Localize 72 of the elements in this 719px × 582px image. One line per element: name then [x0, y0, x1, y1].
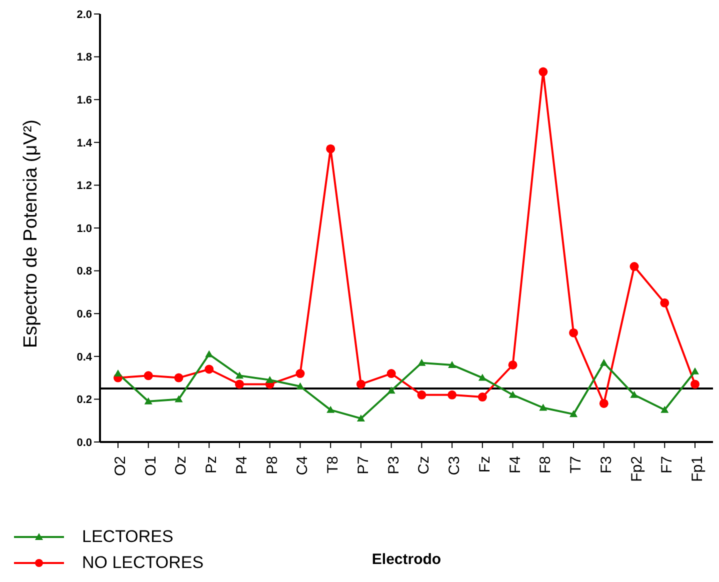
- y-tick-label: 2.0: [76, 8, 92, 21]
- point: [418, 358, 426, 366]
- point: [326, 406, 335, 413]
- point: [600, 358, 608, 366]
- y-tick-label: 1.0: [76, 222, 92, 235]
- point: [539, 404, 548, 411]
- point: [570, 410, 578, 418]
- y-tick-label: 0.2: [76, 394, 92, 406]
- x-tick-label: P4: [233, 456, 250, 474]
- x-tick-label: Fz: [476, 456, 494, 473]
- point: [144, 371, 153, 380]
- point: [691, 367, 699, 374]
- y-tick-label: 0.0: [76, 436, 92, 449]
- y-tick-label: 1.6: [76, 94, 92, 107]
- x-tick-label: F4: [506, 456, 524, 474]
- point: [266, 376, 274, 383]
- x-tick-label: P3: [385, 456, 402, 474]
- point: [356, 414, 365, 422]
- point: [478, 392, 487, 402]
- x-tick-label: Fp1: [689, 456, 706, 482]
- point: [660, 406, 669, 413]
- point: [296, 382, 304, 390]
- y-tick-label: 0.8: [76, 266, 92, 278]
- x-tick-label: Pz: [203, 456, 220, 474]
- point: [660, 298, 670, 308]
- point: [599, 398, 608, 408]
- point: [690, 380, 700, 389]
- point: [448, 390, 457, 400]
- point: [630, 390, 638, 398]
- point: [417, 390, 426, 400]
- y-tick-label: 1.8: [76, 52, 92, 64]
- x-tick-label: P8: [264, 456, 281, 474]
- y-tick-label: 1.4: [76, 137, 93, 150]
- point: [326, 144, 336, 154]
- point: [356, 380, 366, 389]
- x-tick-label: O1: [142, 456, 160, 476]
- legend-label: LECTORES: [82, 527, 174, 547]
- point: [478, 374, 486, 381]
- point: [234, 380, 244, 389]
- point: [387, 386, 396, 394]
- x-axis-title: Electrodo: [372, 551, 442, 568]
- legend-label: NO LECTORES: [82, 553, 204, 573]
- x-tick-label: Oz: [172, 456, 190, 476]
- point: [508, 360, 518, 370]
- point: [204, 364, 214, 374]
- point: [538, 67, 548, 76]
- x-tick-label: F3: [598, 456, 615, 474]
- x-tick-label: C3: [446, 456, 464, 476]
- x-tick-label: C4: [294, 456, 312, 476]
- x-tick-label: Cz: [416, 456, 433, 474]
- x-tick-label: P7: [354, 456, 372, 474]
- point: [114, 370, 122, 377]
- y-tick-label: 0.6: [76, 308, 92, 321]
- point: [630, 262, 639, 272]
- point: [235, 372, 244, 379]
- point: [448, 360, 456, 368]
- x-tick-label: Fp2: [628, 456, 646, 482]
- x-tick-label: F8: [537, 456, 554, 474]
- y-axis-title: Espectro de Potencia (μV²): [20, 120, 42, 348]
- point: [296, 369, 305, 378]
- y-tick-label: 0.4: [76, 351, 93, 364]
- x-tick-label: T7: [568, 456, 585, 474]
- x-tick-label: O2: [112, 456, 129, 476]
- point: [174, 373, 184, 382]
- point: [508, 390, 517, 398]
- point: [174, 395, 183, 402]
- x-tick-label: F7: [658, 456, 676, 474]
- point: [144, 397, 152, 404]
- y-tick-label: 1.2: [76, 180, 92, 192]
- point: [386, 369, 396, 378]
- x-tick-label: T8: [324, 456, 342, 474]
- point: [569, 328, 578, 338]
